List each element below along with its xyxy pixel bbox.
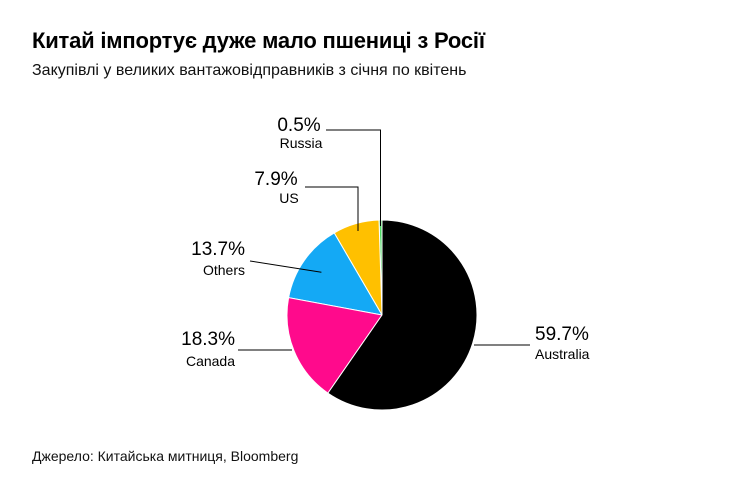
leader-line-others — [249, 260, 322, 273]
slice-value-canada: 18.3% — [181, 329, 235, 350]
pie-slice-australia — [327, 219, 478, 411]
slice-value-russia: 0.5% — [277, 115, 320, 136]
slice-value-australia: 59.7% — [535, 324, 589, 345]
chart-source: Джерело: Китайська митниця, Bloomberg — [32, 448, 299, 464]
pie-slice-others — [288, 232, 383, 316]
chart-title: Китай імпортує дуже мало пшениці з Росії — [32, 28, 485, 53]
leader-line-russia — [326, 129, 381, 226]
slice-label-russia: Russia — [280, 135, 323, 151]
slice-label-us: US — [279, 190, 298, 206]
chart-subtitle: Закупівлі у великих вантажовідправників … — [32, 62, 467, 79]
slice-value-others: 13.7% — [191, 239, 245, 260]
slice-value-us: 7.9% — [254, 169, 297, 190]
slice-label-australia: Australia — [535, 346, 590, 362]
slice-label-canada: Canada — [186, 353, 235, 369]
leader-line-us — [305, 186, 359, 231]
leader-lines — [238, 129, 530, 351]
pie-slices — [286, 219, 478, 411]
pie-slice-canada — [286, 297, 383, 394]
slice-label-others: Others — [203, 262, 245, 278]
